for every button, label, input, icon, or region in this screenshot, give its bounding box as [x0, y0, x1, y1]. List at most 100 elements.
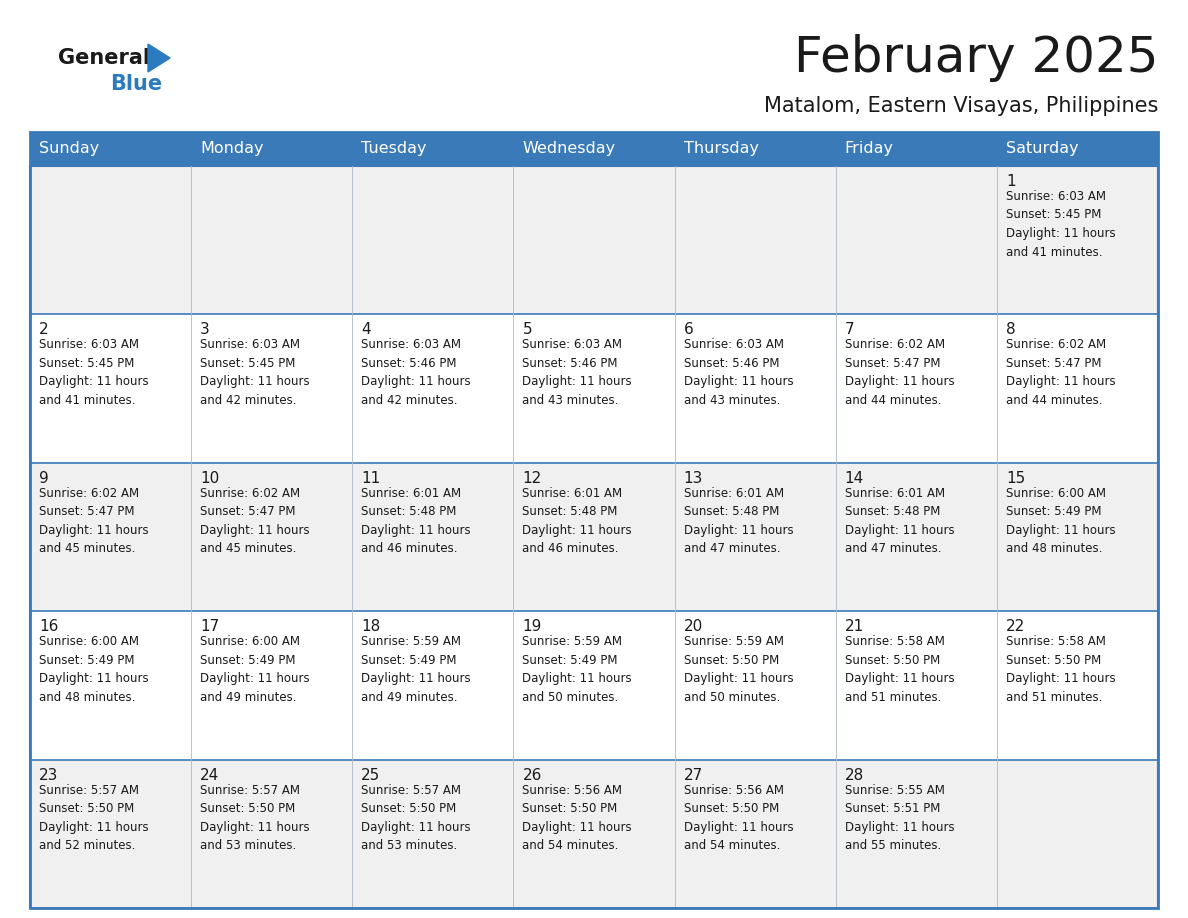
- Text: Sunrise: 5:56 AM
Sunset: 5:50 PM
Daylight: 11 hours
and 54 minutes.: Sunrise: 5:56 AM Sunset: 5:50 PM Dayligh…: [683, 784, 794, 852]
- Bar: [191, 132, 353, 166]
- Bar: [30, 132, 1158, 908]
- Text: 10: 10: [200, 471, 220, 486]
- Bar: [30, 166, 191, 314]
- Text: 2: 2: [39, 322, 49, 338]
- Text: Sunrise: 5:57 AM
Sunset: 5:50 PM
Daylight: 11 hours
and 52 minutes.: Sunrise: 5:57 AM Sunset: 5:50 PM Dayligh…: [39, 784, 148, 852]
- Text: 18: 18: [361, 620, 380, 634]
- Bar: [835, 314, 997, 463]
- Bar: [997, 166, 1158, 314]
- Bar: [191, 314, 353, 463]
- Text: Blue: Blue: [110, 74, 162, 94]
- Bar: [675, 314, 835, 463]
- Bar: [513, 611, 675, 759]
- Text: 17: 17: [200, 620, 220, 634]
- Text: General: General: [58, 48, 150, 68]
- Text: 15: 15: [1006, 471, 1025, 486]
- Text: Tuesday: Tuesday: [361, 141, 426, 156]
- Text: Sunrise: 6:02 AM
Sunset: 5:47 PM
Daylight: 11 hours
and 45 minutes.: Sunrise: 6:02 AM Sunset: 5:47 PM Dayligh…: [200, 487, 310, 555]
- Polygon shape: [148, 44, 170, 72]
- Text: Sunrise: 6:00 AM
Sunset: 5:49 PM
Daylight: 11 hours
and 48 minutes.: Sunrise: 6:00 AM Sunset: 5:49 PM Dayligh…: [39, 635, 148, 704]
- Bar: [30, 759, 191, 908]
- Bar: [513, 132, 675, 166]
- Bar: [675, 166, 835, 314]
- Text: Matalom, Eastern Visayas, Philippines: Matalom, Eastern Visayas, Philippines: [764, 96, 1158, 116]
- Text: Sunrise: 5:59 AM
Sunset: 5:50 PM
Daylight: 11 hours
and 50 minutes.: Sunrise: 5:59 AM Sunset: 5:50 PM Dayligh…: [683, 635, 794, 704]
- Text: 27: 27: [683, 767, 703, 783]
- Bar: [353, 463, 513, 611]
- Text: Sunrise: 6:03 AM
Sunset: 5:45 PM
Daylight: 11 hours
and 42 minutes.: Sunrise: 6:03 AM Sunset: 5:45 PM Dayligh…: [200, 339, 310, 407]
- Text: 12: 12: [523, 471, 542, 486]
- Bar: [353, 611, 513, 759]
- Text: Sunrise: 6:03 AM
Sunset: 5:45 PM
Daylight: 11 hours
and 41 minutes.: Sunrise: 6:03 AM Sunset: 5:45 PM Dayligh…: [39, 339, 148, 407]
- Bar: [513, 463, 675, 611]
- Bar: [997, 759, 1158, 908]
- Text: 19: 19: [523, 620, 542, 634]
- Bar: [835, 759, 997, 908]
- Bar: [353, 314, 513, 463]
- Bar: [675, 611, 835, 759]
- Text: Sunrise: 6:01 AM
Sunset: 5:48 PM
Daylight: 11 hours
and 47 minutes.: Sunrise: 6:01 AM Sunset: 5:48 PM Dayligh…: [845, 487, 954, 555]
- Bar: [513, 166, 675, 314]
- Bar: [835, 463, 997, 611]
- Text: Sunrise: 6:03 AM
Sunset: 5:46 PM
Daylight: 11 hours
and 43 minutes.: Sunrise: 6:03 AM Sunset: 5:46 PM Dayligh…: [523, 339, 632, 407]
- Text: 28: 28: [845, 767, 864, 783]
- Bar: [191, 611, 353, 759]
- Bar: [30, 314, 191, 463]
- Text: Sunrise: 5:57 AM
Sunset: 5:50 PM
Daylight: 11 hours
and 53 minutes.: Sunrise: 5:57 AM Sunset: 5:50 PM Dayligh…: [200, 784, 310, 852]
- Text: Thursday: Thursday: [683, 141, 759, 156]
- Text: 20: 20: [683, 620, 703, 634]
- Bar: [353, 132, 513, 166]
- Text: 9: 9: [39, 471, 49, 486]
- Bar: [191, 166, 353, 314]
- Text: 7: 7: [845, 322, 854, 338]
- Text: Sunrise: 6:02 AM
Sunset: 5:47 PM
Daylight: 11 hours
and 44 minutes.: Sunrise: 6:02 AM Sunset: 5:47 PM Dayligh…: [1006, 339, 1116, 407]
- Bar: [835, 166, 997, 314]
- Text: Sunrise: 6:00 AM
Sunset: 5:49 PM
Daylight: 11 hours
and 48 minutes.: Sunrise: 6:00 AM Sunset: 5:49 PM Dayligh…: [1006, 487, 1116, 555]
- Text: Sunrise: 5:57 AM
Sunset: 5:50 PM
Daylight: 11 hours
and 53 minutes.: Sunrise: 5:57 AM Sunset: 5:50 PM Dayligh…: [361, 784, 470, 852]
- Bar: [191, 463, 353, 611]
- Text: Monday: Monday: [200, 141, 264, 156]
- Text: Sunrise: 6:02 AM
Sunset: 5:47 PM
Daylight: 11 hours
and 44 minutes.: Sunrise: 6:02 AM Sunset: 5:47 PM Dayligh…: [845, 339, 954, 407]
- Bar: [997, 611, 1158, 759]
- Bar: [675, 463, 835, 611]
- Text: 23: 23: [39, 767, 58, 783]
- Text: 13: 13: [683, 471, 703, 486]
- Text: 21: 21: [845, 620, 864, 634]
- Text: 25: 25: [361, 767, 380, 783]
- Bar: [997, 132, 1158, 166]
- Text: 4: 4: [361, 322, 371, 338]
- Text: Sunrise: 6:00 AM
Sunset: 5:49 PM
Daylight: 11 hours
and 49 minutes.: Sunrise: 6:00 AM Sunset: 5:49 PM Dayligh…: [200, 635, 310, 704]
- Bar: [353, 759, 513, 908]
- Text: Sunrise: 6:02 AM
Sunset: 5:47 PM
Daylight: 11 hours
and 45 minutes.: Sunrise: 6:02 AM Sunset: 5:47 PM Dayligh…: [39, 487, 148, 555]
- Bar: [353, 166, 513, 314]
- Text: 3: 3: [200, 322, 210, 338]
- Text: Sunrise: 5:59 AM
Sunset: 5:49 PM
Daylight: 11 hours
and 49 minutes.: Sunrise: 5:59 AM Sunset: 5:49 PM Dayligh…: [361, 635, 470, 704]
- Text: 24: 24: [200, 767, 220, 783]
- Text: Sunday: Sunday: [39, 141, 100, 156]
- Text: Sunrise: 6:01 AM
Sunset: 5:48 PM
Daylight: 11 hours
and 47 minutes.: Sunrise: 6:01 AM Sunset: 5:48 PM Dayligh…: [683, 487, 794, 555]
- Text: 11: 11: [361, 471, 380, 486]
- Text: Sunrise: 5:56 AM
Sunset: 5:50 PM
Daylight: 11 hours
and 54 minutes.: Sunrise: 5:56 AM Sunset: 5:50 PM Dayligh…: [523, 784, 632, 852]
- Text: February 2025: February 2025: [794, 34, 1158, 82]
- Text: 14: 14: [845, 471, 864, 486]
- Bar: [30, 132, 191, 166]
- Bar: [513, 759, 675, 908]
- Text: 5: 5: [523, 322, 532, 338]
- Text: Sunrise: 5:58 AM
Sunset: 5:50 PM
Daylight: 11 hours
and 51 minutes.: Sunrise: 5:58 AM Sunset: 5:50 PM Dayligh…: [845, 635, 954, 704]
- Bar: [30, 611, 191, 759]
- Text: 1: 1: [1006, 174, 1016, 189]
- Text: Sunrise: 5:58 AM
Sunset: 5:50 PM
Daylight: 11 hours
and 51 minutes.: Sunrise: 5:58 AM Sunset: 5:50 PM Dayligh…: [1006, 635, 1116, 704]
- Bar: [191, 759, 353, 908]
- Text: 8: 8: [1006, 322, 1016, 338]
- Text: Friday: Friday: [845, 141, 893, 156]
- Bar: [997, 314, 1158, 463]
- Text: Sunrise: 6:03 AM
Sunset: 5:46 PM
Daylight: 11 hours
and 42 minutes.: Sunrise: 6:03 AM Sunset: 5:46 PM Dayligh…: [361, 339, 470, 407]
- Text: Saturday: Saturday: [1006, 141, 1079, 156]
- Text: 16: 16: [39, 620, 58, 634]
- Text: Sunrise: 5:55 AM
Sunset: 5:51 PM
Daylight: 11 hours
and 55 minutes.: Sunrise: 5:55 AM Sunset: 5:51 PM Dayligh…: [845, 784, 954, 852]
- Text: Sunrise: 6:01 AM
Sunset: 5:48 PM
Daylight: 11 hours
and 46 minutes.: Sunrise: 6:01 AM Sunset: 5:48 PM Dayligh…: [523, 487, 632, 555]
- Bar: [513, 314, 675, 463]
- Bar: [835, 611, 997, 759]
- Bar: [30, 463, 191, 611]
- Bar: [997, 463, 1158, 611]
